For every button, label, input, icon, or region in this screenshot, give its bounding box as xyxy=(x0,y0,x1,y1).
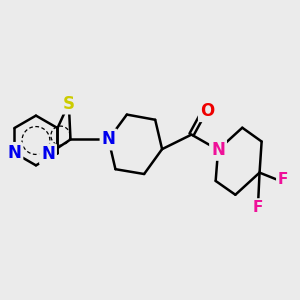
Text: N: N xyxy=(41,145,55,163)
Text: N: N xyxy=(8,144,21,162)
Text: O: O xyxy=(200,102,214,120)
Text: N: N xyxy=(211,141,225,159)
Text: N: N xyxy=(102,130,116,148)
Text: F: F xyxy=(278,172,288,187)
Text: F: F xyxy=(253,200,263,215)
Text: S: S xyxy=(63,94,75,112)
